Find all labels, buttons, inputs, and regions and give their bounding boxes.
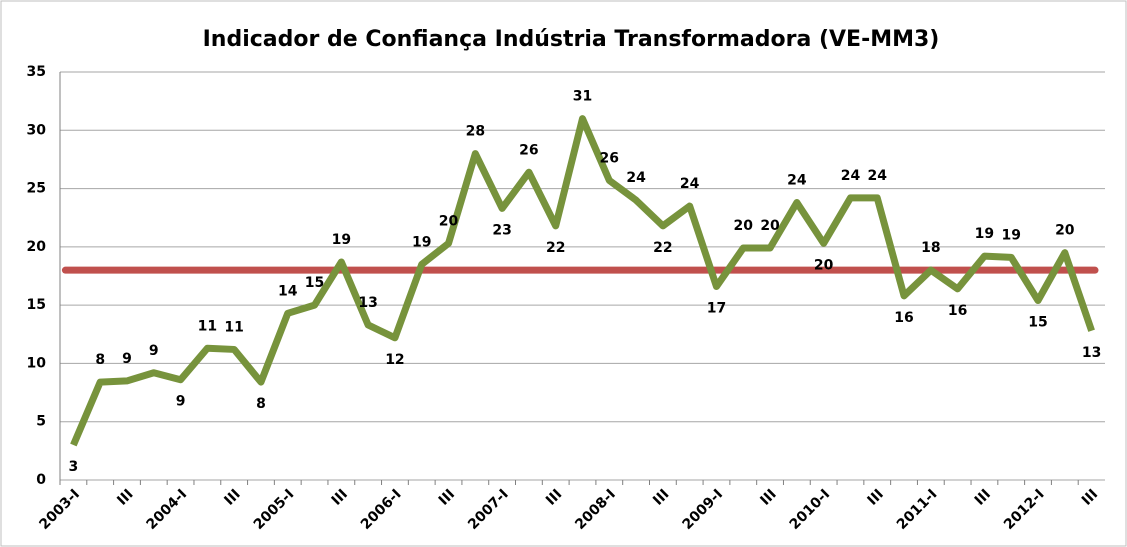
y-tick-label: 35 xyxy=(27,64,46,80)
data-label: 11 xyxy=(224,319,243,335)
data-label: 17 xyxy=(707,300,726,316)
data-label: 8 xyxy=(256,396,266,412)
data-label: 13 xyxy=(358,295,377,311)
data-label: 24 xyxy=(680,176,700,192)
line-series xyxy=(70,115,1095,447)
data-label: 18 xyxy=(921,240,940,256)
data-label: 9 xyxy=(149,343,159,359)
data-label: 15 xyxy=(305,275,324,291)
data-label: 26 xyxy=(600,150,619,166)
y-tick-label: 30 xyxy=(27,122,47,138)
data-label: 9 xyxy=(176,394,186,410)
data-label: 8 xyxy=(95,352,105,368)
y-tick-label: 15 xyxy=(27,297,46,313)
data-label: 24 xyxy=(626,170,646,186)
data-label: 31 xyxy=(573,89,592,105)
data-label: 19 xyxy=(332,232,351,248)
data-label: 16 xyxy=(894,310,913,326)
data-label: 22 xyxy=(546,240,565,256)
chart-title: Indicador de Confiança Indústria Transfo… xyxy=(203,27,940,52)
data-label: 20 xyxy=(1055,223,1075,239)
data-label: 22 xyxy=(653,240,672,256)
data-label: 20 xyxy=(734,218,754,234)
data-label: 28 xyxy=(466,124,485,140)
data-label: 13 xyxy=(1082,345,1101,361)
y-tick-label: 20 xyxy=(27,239,47,255)
data-label: 24 xyxy=(868,168,888,184)
data-label: 15 xyxy=(1028,314,1047,330)
data-label: 3 xyxy=(69,459,79,475)
data-label: 24 xyxy=(841,168,861,184)
y-tick-label: 5 xyxy=(36,414,46,430)
y-tick-label: 25 xyxy=(27,181,46,197)
data-label: 19 xyxy=(412,234,431,250)
data-label: 24 xyxy=(787,173,807,189)
data-label: 12 xyxy=(385,352,404,368)
data-label: 20 xyxy=(760,218,780,234)
data-label: 19 xyxy=(975,226,994,242)
data-label: 14 xyxy=(278,283,298,299)
data-label: 26 xyxy=(519,142,538,158)
data-label: 16 xyxy=(948,303,967,319)
data-label: 23 xyxy=(492,222,511,238)
data-label: 20 xyxy=(439,213,459,229)
y-tick-label: 0 xyxy=(36,472,46,488)
data-label: 19 xyxy=(1001,227,1020,243)
data-label: 9 xyxy=(122,351,132,367)
data-label: 20 xyxy=(814,257,834,273)
data-label: 11 xyxy=(198,318,217,334)
y-tick-label: 10 xyxy=(27,355,47,371)
